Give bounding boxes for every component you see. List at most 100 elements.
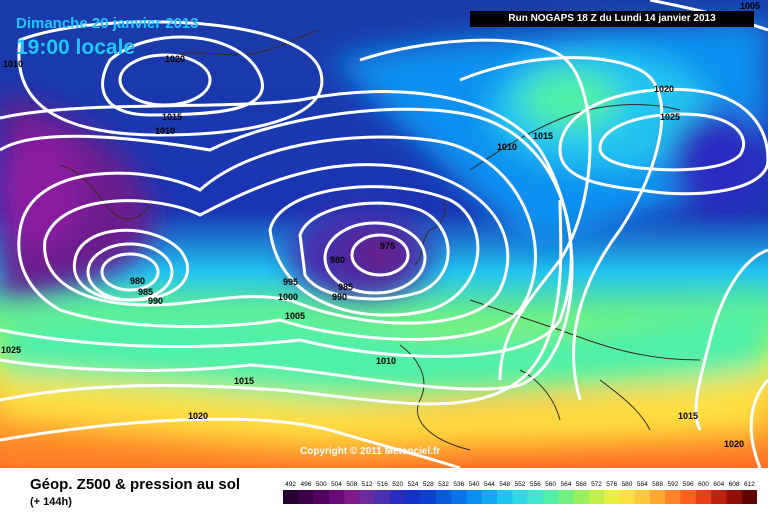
isobar-1015-east <box>694 248 768 431</box>
legend-swatch-580 <box>619 490 635 504</box>
legend-value-520: 520 <box>392 481 403 488</box>
isobar-1020-east <box>749 378 768 468</box>
isobar-1010-main <box>0 90 574 391</box>
label-1015-south: 1015 <box>234 376 254 386</box>
forecast-date: Dimanche 20 janvier 2013 <box>16 15 199 32</box>
label-995: 995 <box>283 277 298 287</box>
legend-value-604: 604 <box>713 481 724 488</box>
label-1015-east: 1015 <box>678 411 698 421</box>
legend-swatch-576 <box>604 490 620 504</box>
isobar-1020-south <box>0 417 461 468</box>
label-1010-biscay: 1010 <box>376 356 396 366</box>
isobar-1010-norway <box>359 38 592 381</box>
label-1025-west: 1025 <box>1 345 21 355</box>
legend-value-532: 532 <box>438 481 449 488</box>
isobar-975-central-low <box>350 233 410 277</box>
run-banner: Run NOGAPS 18 Z du Lundi 14 janvier 2013 <box>470 11 754 27</box>
label-1005: 1005 <box>285 311 305 321</box>
legend-swatch-604 <box>711 490 727 504</box>
legend-value-612: 612 <box>744 481 755 488</box>
legend-swatch-512 <box>359 490 376 504</box>
legend-value-588: 588 <box>652 481 663 488</box>
coastline-europe <box>469 299 701 361</box>
legend-swatch-524 <box>405 490 421 504</box>
isobar-1015-norway <box>459 56 664 401</box>
legend-value-580: 580 <box>622 481 633 488</box>
label-1010-norway: 1010 <box>497 142 517 152</box>
label-1000: 1000 <box>278 292 298 302</box>
coastline-labrador <box>59 164 151 220</box>
label-1020-east: 1020 <box>724 439 744 449</box>
legend-value-544: 544 <box>484 481 495 488</box>
yellow-band <box>0 370 768 445</box>
legend-value-592: 592 <box>667 481 678 488</box>
legend-swatch-612 <box>741 490 757 504</box>
isobar-labels: 1020 1015 1010 1010 980 985 990 975 980 … <box>1 1 760 449</box>
geopotential-shading <box>0 20 768 468</box>
legend-value-508: 508 <box>346 481 357 488</box>
legend-value-556: 556 <box>530 481 541 488</box>
label-980-central-low: 980 <box>330 255 345 265</box>
legend-swatch-532 <box>435 490 452 504</box>
isobar-1000 <box>17 135 537 341</box>
color-legend: 492 496 500 504 508 512 516 520 524 528 532 536 540 5… <box>283 481 757 504</box>
legend-value-496: 496 <box>300 481 311 488</box>
legend-swatch-504 <box>328 490 345 504</box>
legend-value-560: 560 <box>545 481 556 488</box>
isobar-1010-north-atlantic <box>17 20 324 137</box>
legend-value-568: 568 <box>576 481 587 488</box>
legend-swatch-596 <box>680 490 697 504</box>
label-1015-norway: 1015 <box>533 131 553 141</box>
coastline-balkans <box>599 379 651 431</box>
legend-swatch-568 <box>573 490 590 504</box>
legend-value-536: 536 <box>453 481 464 488</box>
isobar-1025-scandinavia <box>598 112 746 172</box>
legend-value-600: 600 <box>698 481 709 488</box>
coastline-norway <box>469 104 681 171</box>
legend-swatch-528 <box>420 490 437 504</box>
chart-title: Géop. Z500 & pression au sol <box>30 476 241 493</box>
legend-value-512: 512 <box>362 481 373 488</box>
legend-swatch-600 <box>695 490 712 504</box>
label-980-west-low: 980 <box>130 276 145 286</box>
coastline-british-isles <box>414 194 446 266</box>
label-1010-north-atlantic: 1010 <box>155 126 175 136</box>
isobar-995 <box>43 163 510 325</box>
label-1025-scandinavia: 1025 <box>660 112 680 122</box>
legend-value-572: 572 <box>591 481 602 488</box>
coastline-italy <box>519 369 561 421</box>
forecast-time: 19:00 locale <box>16 36 136 59</box>
legend-value-504: 504 <box>331 481 342 488</box>
label-1010-west: 1010 <box>3 59 23 69</box>
label-985-central-low: 985 <box>338 282 353 292</box>
legend-swatch-496 <box>298 490 314 504</box>
legend-value-500: 500 <box>316 481 327 488</box>
forecast-map: 1020 1015 1010 1010 980 985 990 975 980 … <box>0 0 768 468</box>
isobar-985-central-low <box>298 201 450 301</box>
isobar-1015-south <box>0 199 563 406</box>
legend-swatch-500 <box>313 490 330 504</box>
legend-value-576: 576 <box>606 481 617 488</box>
legend-swatch-492 <box>283 490 299 504</box>
legend-value-528: 528 <box>423 481 434 488</box>
isobar-990-west-low <box>72 228 190 302</box>
legend-swatch-556 <box>527 490 544 504</box>
orange-band <box>0 420 440 468</box>
legend-swatch-564 <box>558 490 574 504</box>
label-1020-south: 1020 <box>188 411 208 421</box>
legend-swatch-584 <box>634 490 651 504</box>
trough-central-core <box>355 235 405 275</box>
isobar-990-central-low <box>268 185 480 317</box>
label-1015-north-atlantic: 1015 <box>162 112 182 122</box>
legend-swatch-588 <box>650 490 666 504</box>
legend-value-492: 492 <box>285 481 296 488</box>
legend-swatch-552 <box>512 490 528 504</box>
legend-swatch-508 <box>344 490 360 504</box>
legend-swatch-540 <box>466 490 483 504</box>
label-985-west-low: 985 <box>138 287 153 297</box>
legend-swatch-516 <box>374 490 391 504</box>
legend-swatch-560 <box>542 490 559 504</box>
legend-swatch-572 <box>588 490 605 504</box>
legend-swatch-548 <box>497 490 513 504</box>
